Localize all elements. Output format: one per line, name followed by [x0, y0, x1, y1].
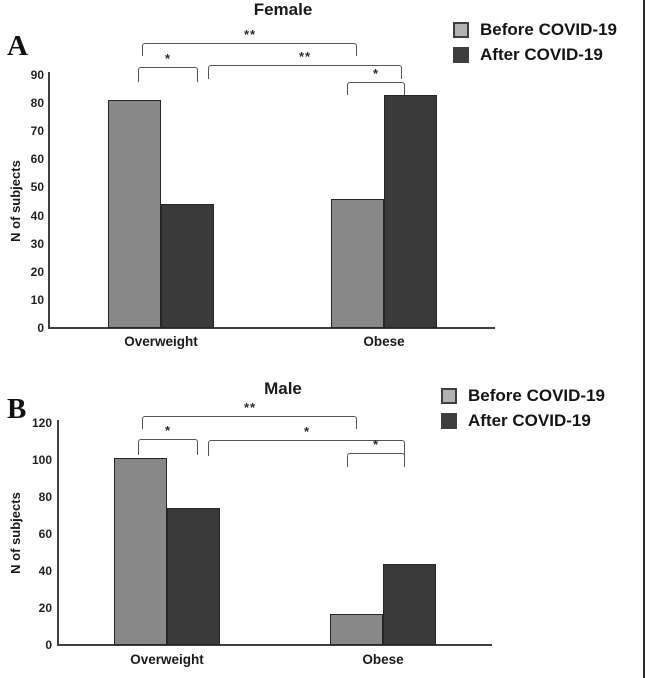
- significance-bracket: [138, 439, 198, 455]
- y-tick-label: 90: [30, 68, 44, 82]
- significance-bracket: [142, 43, 357, 56]
- bar-b-obese-before-covid-19: [330, 614, 383, 645]
- significance-bracket: [347, 453, 405, 467]
- legend-label: After COVID-19: [480, 45, 603, 64]
- y-tick-label: 40: [38, 564, 52, 578]
- y-tick-label: 20: [38, 601, 52, 615]
- panel-a-letter: A: [7, 30, 28, 62]
- legend-swatch-before-icon: [441, 388, 457, 404]
- y-tick-label: 50: [30, 180, 44, 194]
- y-tick-label: 120: [31, 416, 52, 430]
- x-axis: [48, 327, 495, 329]
- legend-label: Before COVID-19: [480, 20, 617, 39]
- legend-swatch-after-icon: [441, 413, 457, 429]
- y-tick-label: 30: [30, 237, 44, 251]
- y-tick-label: 100: [31, 453, 52, 467]
- significance-label: *: [303, 424, 311, 439]
- y-tick-label: 80: [30, 96, 44, 110]
- legend-label: Before COVID-19: [468, 386, 605, 405]
- significance-bracket: [142, 416, 357, 429]
- panel-b-legend: Before COVID-19 After COVID-19: [441, 387, 605, 430]
- y-axis: [57, 420, 59, 646]
- panel-b-letter: B: [7, 393, 27, 425]
- bar-a-overweight-before-covid-19: [108, 100, 161, 328]
- significance-bracket: [347, 82, 405, 95]
- bar-a-obese-before-covid-19: [331, 199, 384, 328]
- bar-a-obese-after-covid-19: [384, 95, 437, 328]
- x-category-label: Obese: [363, 334, 405, 349]
- x-axis: [57, 644, 492, 646]
- legend-item-before-covid: Before COVID-19: [453, 21, 617, 39]
- x-category-label: Overweight: [124, 334, 198, 349]
- y-tick-label: 10: [30, 293, 44, 307]
- significance-label: *: [164, 51, 172, 66]
- significance-label: **: [243, 27, 257, 42]
- bar-a-overweight-after-covid-19: [161, 204, 214, 328]
- x-category-label: Obese: [362, 652, 404, 667]
- y-tick-label: 40: [30, 209, 44, 223]
- significance-label: *: [372, 437, 380, 452]
- bar-b-overweight-before-covid-19: [114, 458, 167, 645]
- significance-bracket: [208, 440, 405, 456]
- legend-swatch-before-icon: [453, 22, 469, 38]
- panel-a-title: Female: [253, 0, 313, 19]
- x-category-label: Overweight: [130, 652, 204, 667]
- panel-b-title: Male: [264, 379, 302, 398]
- legend-item-after-covid: After COVID-19: [441, 412, 605, 430]
- legend-item-after-covid: After COVID-19: [453, 46, 617, 64]
- significance-label: *: [372, 66, 380, 81]
- y-axis: [48, 72, 50, 329]
- y-tick-label: 60: [38, 527, 52, 541]
- y-tick-label: 70: [30, 124, 44, 138]
- bar-b-overweight-after-covid-19: [167, 508, 220, 645]
- y-tick-label: 60: [30, 152, 44, 166]
- significance-label: **: [298, 49, 312, 64]
- panel-a-legend: Before COVID-19 After COVID-19: [453, 21, 617, 64]
- y-tick-label: 0: [37, 321, 44, 335]
- significance-label: **: [243, 400, 257, 415]
- significance-bracket: [138, 67, 198, 82]
- significance-label: *: [164, 423, 172, 438]
- y-tick-label: 0: [45, 638, 52, 652]
- significance-bracket: [208, 65, 402, 79]
- legend-item-before-covid: Before COVID-19: [441, 387, 605, 405]
- bar-b-obese-after-covid-19: [383, 564, 436, 645]
- y-tick-label: 20: [30, 265, 44, 279]
- y-tick-label: 80: [38, 490, 52, 504]
- legend-swatch-after-icon: [453, 47, 469, 63]
- legend-label: After COVID-19: [468, 411, 591, 430]
